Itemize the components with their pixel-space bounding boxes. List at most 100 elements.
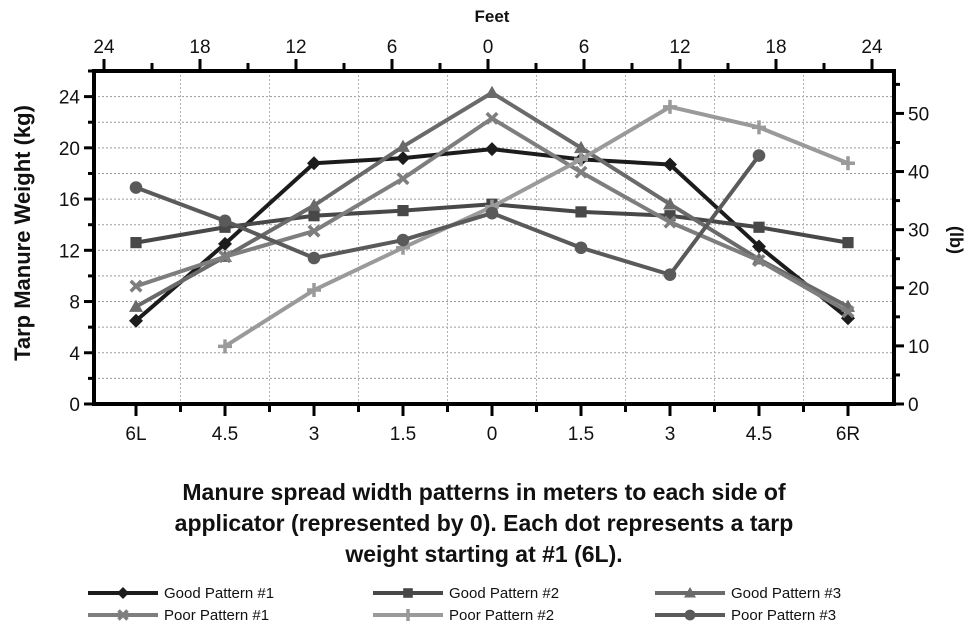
y-axis-left-label: Tarp Manure Weight (kg) [10, 105, 35, 361]
data-point [117, 587, 129, 599]
y-axis-right-label: (lb) [946, 226, 966, 254]
legend-label: Good Pattern #1 [164, 585, 274, 602]
y-right-tick-label: 40 [908, 163, 929, 184]
data-point [397, 205, 409, 217]
data-point [307, 283, 321, 298]
data-point-stroke [117, 609, 129, 621]
data-point [130, 237, 142, 249]
x-bottom-tick-label: 0 [487, 424, 498, 445]
series-line [223, 104, 849, 349]
data-point [752, 120, 766, 135]
x-bottom-tick-label: 1.5 [568, 424, 594, 445]
x-top-tick-label: 18 [765, 37, 786, 58]
y-right-tick-label: 0 [908, 395, 919, 416]
y-right-tick-label: 50 [908, 104, 929, 125]
series-poor-pattern-1 [129, 111, 855, 319]
y-right-tick-label: 10 [908, 337, 929, 358]
data-point [129, 279, 143, 293]
legend-label: Good Pattern #3 [731, 585, 841, 602]
y-right-tick-label: 20 [908, 279, 929, 300]
plot-area-frame [92, 69, 896, 406]
data-point [575, 206, 587, 218]
x-top-tick-label: 12 [285, 37, 306, 58]
caption-line-3: weight starting at #1 (6L). [344, 541, 622, 567]
legend-label: Poor Pattern #2 [449, 607, 554, 624]
data-point [129, 313, 143, 328]
data-point [752, 254, 766, 268]
data-point [663, 99, 677, 114]
data-point-stroke [574, 165, 588, 179]
y-left-tick-label: 16 [59, 190, 80, 211]
data-point [218, 250, 232, 264]
caption-line-1: Manure spread width patterns in meters t… [182, 479, 786, 505]
data-point [574, 152, 588, 167]
legend-label: Poor Pattern #1 [164, 607, 269, 624]
data-point [664, 210, 676, 222]
legend-label: Good Pattern #2 [449, 585, 559, 602]
data-point [307, 198, 321, 211]
legend-item: Good Pattern #2 [373, 585, 559, 602]
x-top-tick-label: 24 [861, 37, 883, 58]
data-point [684, 609, 696, 621]
data-point [485, 85, 499, 99]
data-point [129, 181, 143, 194]
y-left-tick-label: 20 [59, 139, 80, 160]
data-point [752, 149, 766, 162]
series-good-pattern-1 [129, 142, 855, 328]
x-top-tick-label: 18 [189, 37, 210, 58]
data-point-stroke [485, 111, 499, 125]
data-point [307, 224, 321, 238]
data-point [753, 221, 765, 233]
x-bottom-tick-label: 4.5 [212, 424, 238, 445]
data-point [574, 241, 588, 255]
data-point [396, 172, 410, 186]
series-line [134, 147, 850, 323]
data-point [218, 214, 232, 228]
data-point-stroke [396, 172, 410, 186]
y-left-tick-label: 8 [69, 293, 80, 314]
data-point [485, 142, 499, 157]
data-point [117, 609, 129, 621]
x-top-tick-label: 24 [93, 37, 115, 58]
data-point [841, 156, 855, 171]
data-point [396, 139, 410, 152]
legend: Good Pattern #1 Good Pattern #2 Good Patte… [88, 585, 841, 624]
data-point [396, 151, 410, 166]
data-point-stroke [218, 250, 232, 264]
data-point [219, 221, 231, 233]
legend-item: Poor Pattern #3 [655, 607, 836, 624]
data-point [574, 140, 588, 154]
legend-item: Good Pattern #3 [655, 585, 841, 602]
data-point-stroke [663, 215, 677, 229]
y-left-tick-label: 12 [59, 241, 80, 262]
series-poor-pattern-3 [129, 149, 766, 281]
y-left-tick-label: 24 [59, 88, 81, 109]
data-point [307, 251, 321, 265]
data-point [485, 111, 499, 125]
x-top-tick-label: 12 [669, 37, 690, 58]
data-point [218, 236, 232, 251]
data-point [663, 157, 677, 172]
x-top-tick-label: 6 [579, 37, 590, 58]
data-point [396, 233, 410, 247]
data-point-stroke [841, 305, 855, 319]
x-bottom-tick-label: 6L [125, 424, 146, 445]
data-point [485, 206, 499, 220]
legend-label: Poor Pattern #3 [731, 607, 836, 624]
legend-item: Poor Pattern #2 [373, 607, 554, 624]
legend-item: Poor Pattern #1 [88, 607, 269, 624]
data-point [402, 609, 414, 621]
caption-line-2: applicator (represented by 0). Each dot … [175, 510, 794, 536]
data-point [663, 215, 677, 229]
data-point [752, 239, 766, 254]
x-top-tick-label: 0 [483, 37, 494, 58]
data-point [841, 305, 855, 319]
y-right-tick-label: 30 [908, 221, 929, 242]
data-point [307, 156, 321, 171]
x-bottom-tick-label: 6R [836, 424, 860, 445]
data-point [403, 588, 413, 598]
data-point-stroke [752, 254, 766, 268]
y-left-tick-label: 4 [69, 344, 80, 365]
